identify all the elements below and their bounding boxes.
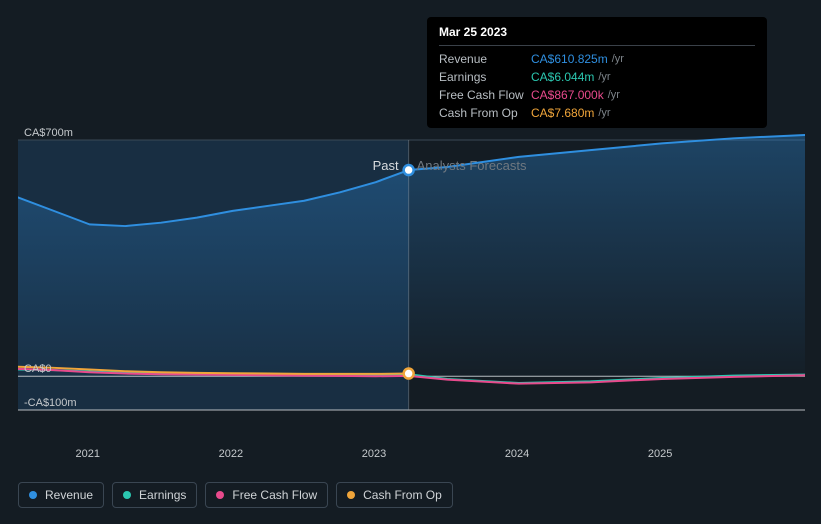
- legend-dot-icon: [29, 491, 37, 499]
- tooltip-row: Cash From OpCA$7.680m/yr: [439, 104, 755, 122]
- forecast-label: Analysts Forecasts: [417, 158, 527, 173]
- tooltip-row: Free Cash FlowCA$867.000k/yr: [439, 86, 755, 104]
- tooltip-row-suffix: /yr: [612, 50, 624, 68]
- legend-item-revenue[interactable]: Revenue: [18, 482, 104, 508]
- past-label: Past: [373, 158, 399, 173]
- tooltip-row-label: Free Cash Flow: [439, 86, 531, 104]
- y-axis-label: -CA$100m: [24, 397, 77, 409]
- legend-item-earnings[interactable]: Earnings: [112, 482, 197, 508]
- legend-dot-icon: [347, 491, 355, 499]
- y-axis-label: CA$700m: [24, 127, 73, 139]
- tooltip-row: EarningsCA$6.044m/yr: [439, 68, 755, 86]
- x-axis-label: 2023: [362, 448, 386, 460]
- x-axis-label: 2022: [219, 448, 243, 460]
- chart-legend: Revenue Earnings Free Cash Flow Cash From O…: [18, 482, 453, 508]
- tooltip-row-value: CA$610.825m: [531, 50, 608, 68]
- chart-tooltip: Mar 25 2023 RevenueCA$610.825m/yrEarning…: [427, 17, 767, 128]
- tooltip-row-value: CA$867.000k: [531, 86, 604, 104]
- tooltip-row-suffix: /yr: [608, 86, 620, 104]
- tooltip-date: Mar 25 2023: [439, 25, 755, 43]
- x-axis-label: 2024: [505, 448, 529, 460]
- tooltip-row-suffix: /yr: [598, 68, 610, 86]
- legend-item-label: Revenue: [45, 488, 93, 502]
- tooltip-divider: [439, 45, 755, 46]
- tooltip-row-value: CA$6.044m: [531, 68, 594, 86]
- tooltip-row: RevenueCA$610.825m/yr: [439, 50, 755, 68]
- legend-item-label: Cash From Op: [363, 488, 442, 502]
- legend-dot-icon: [123, 491, 131, 499]
- tooltip-row-value: CA$7.680m: [531, 104, 594, 122]
- tooltip-row-label: Cash From Op: [439, 104, 531, 122]
- legend-item-label: Earnings: [139, 488, 186, 502]
- tooltip-row-suffix: /yr: [598, 104, 610, 122]
- legend-item-label: Free Cash Flow: [232, 488, 317, 502]
- x-axis-label: 2025: [648, 448, 672, 460]
- legend-item-cfo[interactable]: Cash From Op: [336, 482, 453, 508]
- x-axis-label: 2021: [76, 448, 100, 460]
- legend-item-fcf[interactable]: Free Cash Flow: [205, 482, 328, 508]
- tooltip-row-label: Revenue: [439, 50, 531, 68]
- tooltip-row-label: Earnings: [439, 68, 531, 86]
- legend-dot-icon: [216, 491, 224, 499]
- y-axis-label: CA$0: [24, 363, 52, 375]
